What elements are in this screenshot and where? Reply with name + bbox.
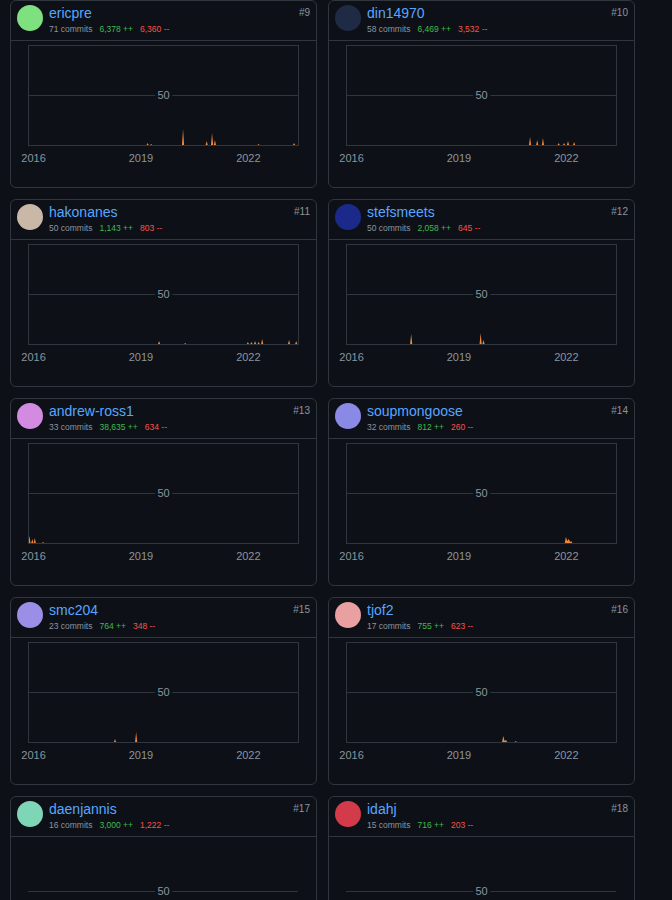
html-text:soupmongoose: soupmongoose — [367, 403, 463, 419]
svg-text:2019: 2019 — [129, 152, 153, 164]
svg-text:2016: 2016 — [21, 351, 45, 363]
html-text:716 ++: 716 ++ — [417, 820, 444, 830]
svg-text:50: 50 — [157, 288, 169, 300]
html-text:#12: #12 — [611, 206, 628, 217]
html-text:32 commits: 32 commits — [367, 422, 411, 432]
svg-text:50: 50 — [475, 89, 487, 101]
html-text:1,222 --: 1,222 -- — [140, 820, 170, 830]
svg-text:2019: 2019 — [447, 550, 471, 562]
html-text:203 --: 203 -- — [451, 820, 474, 830]
html-text:58 commits: 58 commits — [367, 24, 411, 34]
svg-text:50: 50 — [475, 487, 487, 499]
svg-text:2016: 2016 — [21, 152, 45, 164]
svg-text:50: 50 — [157, 686, 169, 698]
svg-text:50: 50 — [475, 885, 487, 897]
svg-text:2022: 2022 — [554, 550, 578, 562]
html-text:#13: #13 — [293, 405, 310, 416]
html-text:6,378 ++: 6,378 ++ — [99, 24, 133, 34]
svg-text:2019: 2019 — [447, 749, 471, 761]
html-text:50 commits: 50 commits — [49, 223, 93, 233]
html-text:803 --: 803 -- — [140, 223, 163, 233]
html-text:764 ++: 764 ++ — [99, 621, 126, 631]
svg-text:2016: 2016 — [339, 152, 363, 164]
html-text:645 --: 645 -- — [458, 223, 481, 233]
html-text:stefsmeets: stefsmeets — [367, 204, 435, 220]
svg-text:2022: 2022 — [554, 749, 578, 761]
html-text:348 --: 348 -- — [133, 621, 156, 631]
html-text:812 ++: 812 ++ — [417, 422, 444, 432]
svg-text:2022: 2022 — [554, 351, 578, 363]
html-text:16 commits: 16 commits — [49, 820, 93, 830]
html-text:6,360 --: 6,360 -- — [140, 24, 170, 34]
html-text:6,469 ++: 6,469 ++ — [417, 24, 451, 34]
html-text:50 commits: 50 commits — [367, 223, 411, 233]
html-text:23 commits: 23 commits — [49, 621, 93, 631]
svg-text:50: 50 — [157, 885, 169, 897]
svg-text:2022: 2022 — [554, 152, 578, 164]
svg-text:50: 50 — [475, 288, 487, 300]
html-text:#9: #9 — [298, 7, 310, 18]
html-text:634 --: 634 -- — [144, 422, 167, 432]
html-text:#16: #16 — [611, 604, 628, 615]
html-text:#14: #14 — [611, 405, 628, 416]
svg-text:2016: 2016 — [339, 351, 363, 363]
html-text:#17: #17 — [293, 803, 310, 814]
html-text:tjof2: tjof2 — [367, 602, 394, 618]
svg-text:2019: 2019 — [129, 749, 153, 761]
html-text:2,058 ++: 2,058 ++ — [417, 223, 451, 233]
html-text:38,635 ++: 38,635 ++ — [99, 422, 138, 432]
html-text:15 commits: 15 commits — [367, 820, 411, 830]
html-text:hakonanes: hakonanes — [49, 204, 118, 220]
html-text:andrew-ross1: andrew-ross1 — [49, 403, 134, 419]
html-text:33 commits: 33 commits — [49, 422, 93, 432]
svg-text:2016: 2016 — [339, 749, 363, 761]
svg-text:2022: 2022 — [236, 749, 260, 761]
svg-text:50: 50 — [157, 487, 169, 499]
html-text:1,143 ++: 1,143 ++ — [99, 223, 133, 233]
html-text:idahj: idahj — [367, 801, 397, 817]
svg-text:2016: 2016 — [21, 749, 45, 761]
html-text:3,532 --: 3,532 -- — [458, 24, 488, 34]
html-text:3,000 ++: 3,000 ++ — [99, 820, 133, 830]
svg-text:2019: 2019 — [447, 152, 471, 164]
svg-text:50: 50 — [475, 686, 487, 698]
svg-text:2022: 2022 — [236, 152, 260, 164]
html-text:17 commits: 17 commits — [367, 621, 411, 631]
svg-text:2022: 2022 — [236, 550, 260, 562]
svg-text:2022: 2022 — [236, 351, 260, 363]
html-text:din14970: din14970 — [367, 5, 425, 21]
svg-text:2016: 2016 — [21, 550, 45, 562]
html-text:#15: #15 — [293, 604, 310, 615]
svg-text:2019: 2019 — [129, 550, 153, 562]
svg-text:2019: 2019 — [447, 351, 471, 363]
html-text:smc204: smc204 — [49, 602, 98, 618]
html-text:daenjannis: daenjannis — [49, 801, 117, 817]
svg-text:2019: 2019 — [129, 351, 153, 363]
html-text:260 --: 260 -- — [451, 422, 474, 432]
html-text:ericpre: ericpre — [49, 5, 92, 21]
svg-text:2016: 2016 — [339, 550, 363, 562]
svg-text:50: 50 — [157, 89, 169, 101]
html-text:623 --: 623 -- — [451, 621, 474, 631]
html-text:#18: #18 — [611, 803, 628, 814]
html-text:71 commits: 71 commits — [49, 24, 93, 34]
html-text:#11: #11 — [294, 206, 310, 217]
html-text:755 ++: 755 ++ — [417, 621, 444, 631]
html-text:#10: #10 — [611, 7, 628, 18]
